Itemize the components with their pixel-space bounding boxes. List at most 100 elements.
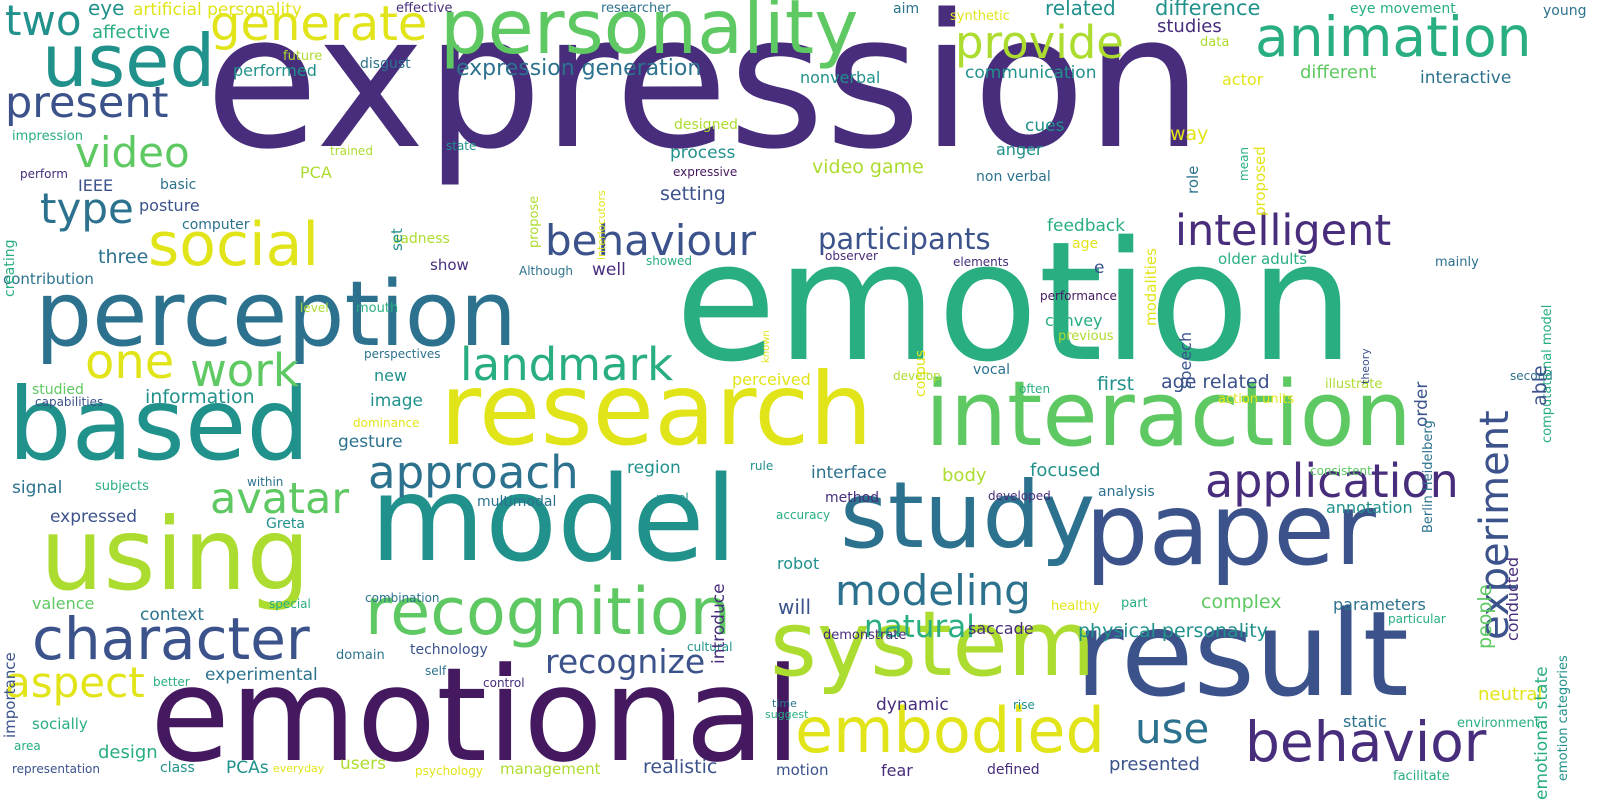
- word-generate: generate: [210, 0, 428, 52]
- word-psychology: psychology: [415, 764, 483, 778]
- word-aim: aim: [893, 1, 920, 17]
- word-ieee: IEEE: [78, 176, 114, 195]
- word-expressed: expressed: [50, 507, 138, 527]
- word-propose: propose: [527, 195, 542, 248]
- word-eye: eye: [88, 0, 125, 20]
- word-related: related: [1045, 0, 1116, 20]
- word-aspect: aspect: [5, 658, 145, 707]
- word-management: management: [500, 760, 601, 778]
- word-state: state: [446, 139, 477, 153]
- word-two: two: [5, 0, 82, 45]
- word-demonstrate: demonstrate: [823, 628, 907, 643]
- word-region: region: [627, 458, 681, 478]
- word-dominance: dominance: [353, 416, 420, 430]
- word-suggest: suggest: [765, 708, 809, 721]
- word-setting: setting: [660, 183, 726, 205]
- word-interaction: interaction: [925, 362, 1412, 467]
- word-consistent: consistent: [1310, 464, 1372, 478]
- word-level: level: [300, 301, 329, 315]
- word-paper: paper: [1085, 471, 1376, 588]
- word-healthy: healthy: [1051, 599, 1100, 614]
- word-anger: anger: [996, 140, 1043, 159]
- word-pcas: PCAs: [226, 758, 269, 778]
- word-context: context: [140, 605, 205, 625]
- word-sadness: sadness: [393, 231, 450, 247]
- word-will: will: [778, 595, 812, 619]
- word-often: often: [1019, 382, 1051, 396]
- word-perspectives: perspectives: [364, 347, 441, 361]
- word-system: system: [770, 592, 1096, 697]
- word-image: image: [370, 391, 423, 411]
- word-show: show: [430, 256, 469, 274]
- word-avatar: avatar: [210, 474, 350, 524]
- word-develop: develop: [893, 369, 941, 383]
- word-designed: designed: [674, 117, 738, 133]
- word-showed: showed: [646, 254, 693, 268]
- word-present: present: [5, 78, 169, 128]
- word-natural: natural: [864, 609, 975, 645]
- word-performed: performed: [233, 61, 317, 80]
- word-berlin-heidelberg: Berlin Heidelberg: [1421, 420, 1436, 533]
- word-data: data: [1200, 35, 1230, 50]
- word-one: one: [85, 334, 175, 390]
- word-previous: previous: [1058, 329, 1114, 344]
- word-behavior: behavior: [1245, 710, 1487, 774]
- word-first: first: [1097, 373, 1135, 395]
- word-action-units: action units: [1218, 392, 1295, 407]
- word-introduce: introduce: [709, 583, 729, 664]
- word-computer: computer: [182, 217, 250, 233]
- word-emotion-categories: emotion categories: [1556, 655, 1571, 781]
- word-combination: combination: [365, 591, 440, 605]
- word-feedback: feedback: [1047, 216, 1126, 236]
- word-artificial-personality: artificial personality: [133, 0, 302, 20]
- word-researcher: researcher: [601, 1, 671, 16]
- word-part: part: [1121, 596, 1148, 611]
- word-developed: developed: [988, 489, 1051, 503]
- word-mean: mean: [1237, 146, 1251, 181]
- word-study: study: [840, 462, 1096, 569]
- word-known: known: [761, 330, 772, 363]
- word-control: control: [483, 676, 525, 690]
- word-rise: rise: [1013, 698, 1035, 712]
- word-video-game: video game: [812, 156, 924, 178]
- word-work: work: [190, 344, 299, 397]
- word-difference: difference: [1155, 0, 1261, 20]
- word-trained: trained: [330, 144, 373, 158]
- word-future: future: [283, 49, 323, 64]
- word-particular: particular: [1388, 612, 1446, 626]
- word-experimental: experimental: [205, 665, 318, 685]
- word-landmark: landmark: [460, 338, 674, 391]
- word-performance: performance: [1040, 289, 1117, 303]
- word-self: self: [425, 664, 447, 678]
- word-importance: importance: [1, 652, 19, 738]
- word-studies: studies: [1157, 16, 1222, 37]
- word-everyday: everyday: [273, 762, 325, 775]
- word-interlocutors: interlocutors: [595, 190, 608, 260]
- word-physical-personality: physical personality: [1078, 620, 1268, 642]
- word-body: body: [942, 465, 987, 486]
- word-new: new: [374, 366, 408, 385]
- word-use: use: [1135, 704, 1210, 753]
- word-gesture: gesture: [338, 432, 403, 452]
- word-role: role: [1184, 165, 1202, 194]
- word-users: users: [340, 754, 386, 774]
- word-proposed: proposed: [1251, 146, 1269, 216]
- word-convey: convey: [1045, 311, 1103, 330]
- word-class: class: [160, 760, 195, 776]
- word-e: e: [1094, 258, 1105, 278]
- word-dynamic: dynamic: [876, 695, 949, 715]
- word-process: process: [670, 143, 736, 163]
- word-approach: approach: [368, 446, 579, 499]
- word-modalities: modalities: [1142, 248, 1160, 326]
- word-area: area: [14, 739, 41, 753]
- word-research: research: [440, 351, 873, 468]
- word-representation: representation: [12, 762, 101, 776]
- word-non-verbal: non verbal: [976, 169, 1051, 185]
- word-although: Although: [519, 264, 574, 278]
- word-participants: participants: [818, 222, 991, 256]
- word-mouth: mouth: [356, 301, 399, 316]
- word-neutral: neutral: [1478, 684, 1543, 705]
- word-technology: technology: [410, 642, 488, 658]
- word-perception: perception: [35, 262, 517, 367]
- word-annotation: annotation: [1326, 498, 1413, 517]
